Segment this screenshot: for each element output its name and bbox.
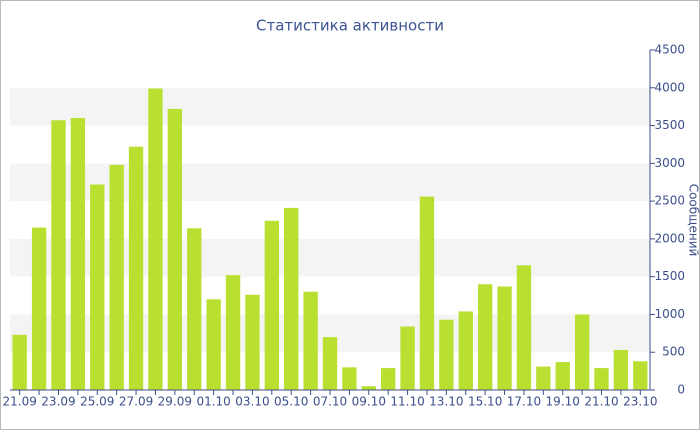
bar xyxy=(206,299,221,390)
x-tick-label: 03.10 xyxy=(235,395,269,409)
bar xyxy=(187,228,202,390)
x-tick-label: 05.10 xyxy=(274,395,308,409)
x-tick-label: 07.10 xyxy=(313,395,347,409)
bar xyxy=(109,164,124,390)
bar xyxy=(51,120,66,391)
bar xyxy=(245,294,260,390)
x-tick-label: 21.09 xyxy=(3,395,37,409)
grid-band xyxy=(10,238,650,277)
bar xyxy=(381,368,396,390)
bar xyxy=(12,334,27,390)
x-tick-label: 27.09 xyxy=(119,395,153,409)
x-tick-label: 11.10 xyxy=(390,395,424,409)
bar xyxy=(342,367,357,390)
bar xyxy=(594,368,609,390)
y-tick-label: 4000 xyxy=(654,80,685,94)
bar xyxy=(400,326,415,390)
bar xyxy=(516,265,532,390)
x-tick-label: 23.10 xyxy=(623,395,657,409)
bar xyxy=(477,284,493,390)
bar xyxy=(31,227,47,390)
bar xyxy=(497,286,512,390)
bar xyxy=(284,207,299,390)
y-tick-label: 1000 xyxy=(654,307,685,321)
bar xyxy=(361,386,376,390)
x-tick-label: 09.10 xyxy=(352,395,386,409)
x-tick-label: 29.09 xyxy=(158,395,192,409)
bar xyxy=(70,118,86,390)
bar xyxy=(225,275,241,390)
bar xyxy=(439,319,454,390)
x-tick-label: 23.09 xyxy=(41,395,75,409)
bar xyxy=(613,349,629,390)
x-tick-label: 15.10 xyxy=(468,395,502,409)
x-tick-label: 01.10 xyxy=(196,395,230,409)
y-tick-label: 1500 xyxy=(654,269,685,283)
grid-band xyxy=(10,87,650,126)
bar xyxy=(555,362,570,390)
bar xyxy=(536,366,551,390)
bar xyxy=(419,196,435,390)
grid-band xyxy=(10,163,650,202)
bar xyxy=(90,184,105,390)
y-axis-label: Сообщений xyxy=(687,184,700,257)
bar xyxy=(633,361,648,390)
x-tick-label: 19.10 xyxy=(546,395,580,409)
y-tick-label: 3000 xyxy=(654,156,685,170)
y-tick-label: 2500 xyxy=(654,194,685,208)
x-tick-label: 17.10 xyxy=(507,395,541,409)
bar xyxy=(148,88,163,391)
x-tick-label: 13.10 xyxy=(429,395,463,409)
y-tick-label: 2000 xyxy=(654,231,685,245)
x-tick-label: 21.10 xyxy=(584,395,618,409)
y-tick-label: 3500 xyxy=(654,118,685,132)
y-tick-label: 500 xyxy=(662,345,685,359)
bar xyxy=(303,291,318,390)
x-tick-label: 25.09 xyxy=(80,395,114,409)
chart-title: Статистика активности xyxy=(256,17,444,35)
bar xyxy=(574,314,590,390)
bar xyxy=(264,220,279,390)
bar xyxy=(167,108,183,390)
bar xyxy=(458,311,473,390)
bar xyxy=(128,146,144,390)
y-tick-label: 0 xyxy=(677,383,685,397)
bar xyxy=(322,337,338,390)
y-tick-label: 4500 xyxy=(654,43,685,57)
